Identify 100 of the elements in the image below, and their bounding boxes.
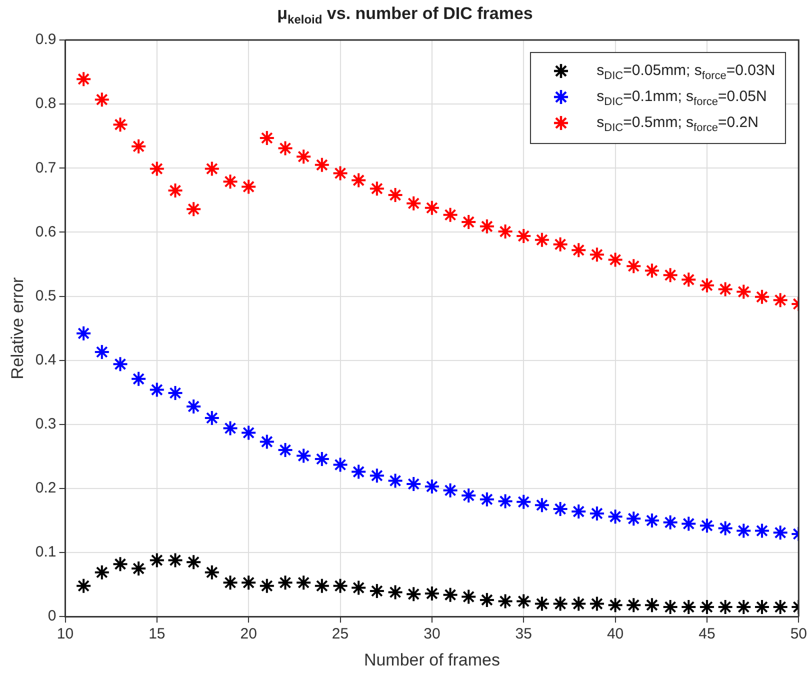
- x-tick-label: 20: [240, 626, 257, 643]
- point: [588, 505, 605, 522]
- point: [626, 258, 642, 274]
- point: [167, 552, 184, 568]
- point: [350, 464, 367, 480]
- point: [277, 574, 294, 591]
- point: [240, 424, 257, 441]
- point: [662, 598, 678, 615]
- point: [222, 574, 238, 591]
- point: [516, 228, 532, 244]
- point: [424, 200, 440, 216]
- point: [607, 508, 624, 525]
- point: [406, 476, 422, 492]
- point: [314, 578, 330, 594]
- point: [350, 580, 367, 596]
- point: [497, 493, 514, 510]
- point: [314, 156, 330, 173]
- point: [167, 182, 184, 199]
- point: [626, 597, 642, 614]
- x-axis-title: Number of frames: [364, 650, 500, 670]
- point: [296, 574, 312, 591]
- point: [552, 596, 568, 612]
- point: [588, 596, 605, 612]
- point: [534, 497, 550, 514]
- point: [76, 578, 92, 594]
- point: [112, 556, 128, 572]
- point: [460, 588, 477, 605]
- legend-label: s$_{DIC}$=0.1mm; s$_{force}$=0.05N: [596, 88, 767, 108]
- point: [94, 344, 110, 360]
- point: [296, 448, 312, 464]
- point: [94, 92, 110, 108]
- y-axis-title: Relative error: [8, 276, 27, 380]
- point: [406, 195, 422, 212]
- point: [534, 232, 550, 248]
- point: [607, 252, 624, 268]
- legend-label: s$_{DIC}$=0.5mm; s$_{force}$=0.2N: [596, 114, 758, 134]
- point: [497, 224, 514, 240]
- point: [296, 148, 312, 165]
- x-tick-label: 25: [332, 626, 349, 643]
- point: [277, 442, 294, 458]
- point: [222, 174, 238, 190]
- point: [387, 472, 404, 489]
- point: [350, 172, 367, 188]
- point: [644, 512, 660, 528]
- point: [626, 510, 642, 527]
- point: [387, 187, 404, 204]
- point: [332, 456, 348, 473]
- point: [478, 218, 495, 234]
- point: [130, 370, 147, 387]
- point: [772, 524, 788, 541]
- point: [368, 468, 385, 484]
- point: [644, 597, 660, 614]
- x-tick-label: 40: [606, 626, 624, 643]
- point: [662, 267, 678, 284]
- point: [130, 560, 147, 577]
- point: [258, 130, 275, 146]
- x-tick-label: 45: [698, 626, 716, 643]
- point: [442, 206, 458, 223]
- point: [186, 398, 202, 414]
- point: [258, 578, 275, 594]
- point: [570, 504, 587, 520]
- point: [204, 410, 220, 426]
- point: [76, 325, 92, 342]
- point: [186, 201, 202, 218]
- point: [570, 596, 587, 612]
- point: [332, 578, 348, 594]
- y-tick-label: 0: [48, 608, 56, 625]
- y-tick-label: 0.8: [35, 95, 56, 112]
- point: [736, 598, 752, 615]
- y-tick-label: 0.7: [35, 159, 56, 176]
- point: [516, 494, 532, 510]
- point: [332, 165, 348, 182]
- point: [588, 246, 605, 263]
- point: [772, 598, 788, 615]
- point: [698, 598, 715, 615]
- y-tick-label: 0.2: [35, 480, 56, 497]
- point: [148, 382, 165, 398]
- point: [570, 242, 587, 258]
- point: [680, 516, 697, 532]
- point: [607, 597, 624, 614]
- y-tick-label: 0.4: [35, 351, 56, 368]
- point: [497, 593, 514, 610]
- point: [148, 160, 165, 177]
- point: [204, 160, 220, 177]
- legend-label: s$_{DIC}$=0.05mm; s$_{force}$=0.03N: [596, 62, 776, 82]
- point: [368, 180, 385, 197]
- point: [204, 564, 220, 580]
- point: [552, 500, 568, 517]
- point: [460, 488, 477, 504]
- point: [516, 593, 532, 610]
- point: [167, 385, 184, 402]
- point: [662, 514, 678, 530]
- point: [717, 598, 734, 615]
- x-tick-label: 50: [790, 626, 807, 643]
- x-tick-label: 30: [424, 626, 440, 643]
- point: [460, 214, 477, 230]
- point: [424, 586, 440, 602]
- x-tick-label: 10: [56, 626, 74, 643]
- point: [240, 178, 257, 195]
- point: [442, 482, 458, 498]
